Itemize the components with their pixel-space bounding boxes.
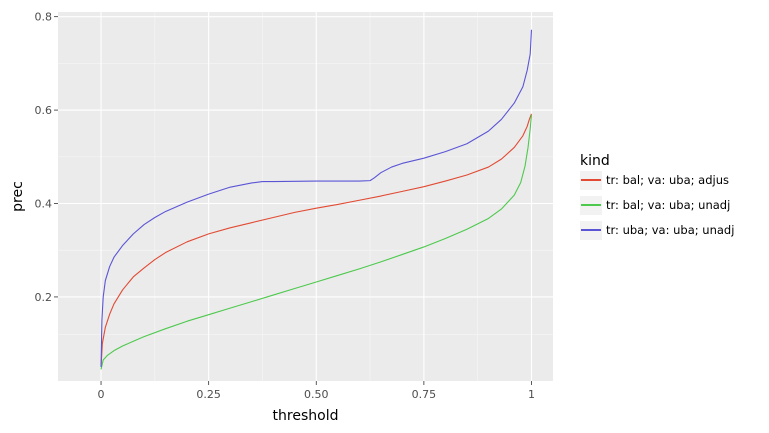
y-tick-label: 0.6 xyxy=(35,104,53,117)
y-axis-title: prec xyxy=(10,181,26,212)
y-tick-label: 0.4 xyxy=(35,198,53,211)
tick-labels: 0 0.25 0.50 0.75 1 0.2 0.4 0.6 0.8 xyxy=(35,11,535,401)
x-tick-label: 0.75 xyxy=(412,388,437,401)
axis-ticks xyxy=(54,16,532,385)
legend: kind tr: bal; va: uba; adjus tr: bal; va:… xyxy=(580,153,734,240)
x-tick-label: 0 xyxy=(98,388,105,401)
x-tick-label: 0.25 xyxy=(196,388,221,401)
series-line-2 xyxy=(100,114,533,370)
x-tick-label: 1 xyxy=(528,388,535,401)
plot-panel xyxy=(58,12,553,381)
y-tick-label: 0.8 xyxy=(35,11,53,24)
legend-label: tr: bal; va: uba; adjus xyxy=(606,173,729,187)
series-lines xyxy=(100,29,533,370)
x-axis-title: threshold xyxy=(273,408,339,424)
minor-gridlines xyxy=(58,12,553,381)
legend-title: kind xyxy=(580,153,610,169)
major-gridlines xyxy=(58,12,553,381)
y-tick-label: 0.2 xyxy=(35,291,53,304)
series-line-1 xyxy=(100,113,532,368)
series-line-3 xyxy=(100,29,533,368)
legend-label: tr: bal; va: uba; unadj xyxy=(606,198,730,212)
legend-label: tr: uba; va: uba; unadj xyxy=(606,223,734,237)
x-tick-label: 0.50 xyxy=(304,388,329,401)
